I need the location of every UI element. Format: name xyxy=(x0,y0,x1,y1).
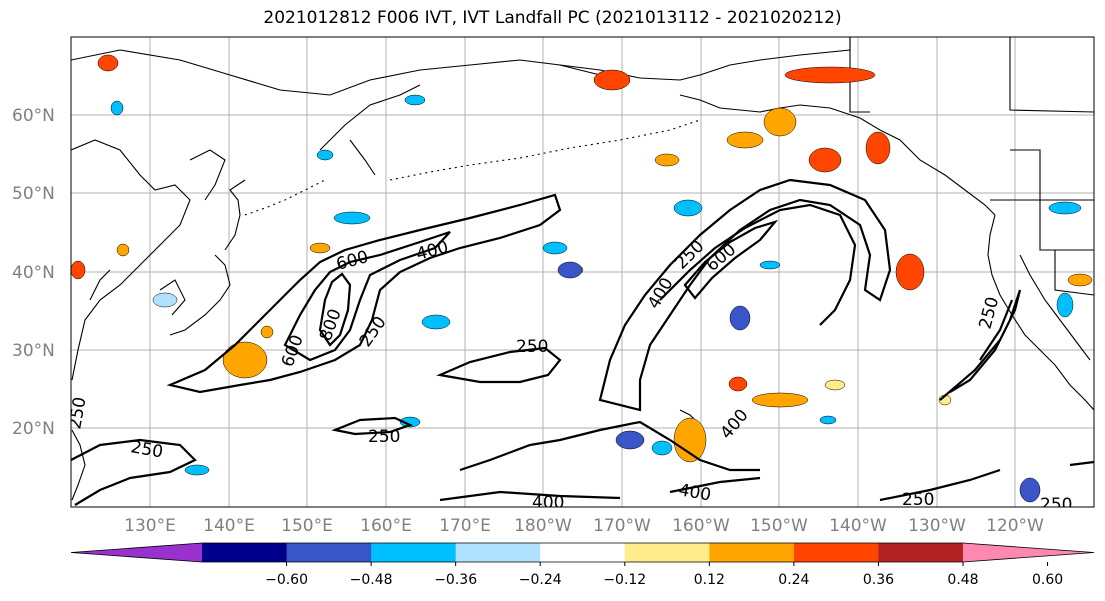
colorbar-swatch xyxy=(624,543,710,562)
colorbar-tick-label: 0.12 xyxy=(694,572,725,588)
lon-label: 150°E xyxy=(281,516,333,536)
colorbar-tick-label: −0.12 xyxy=(603,572,646,588)
colorbar-swatch xyxy=(540,543,626,562)
contour-label: 250 xyxy=(65,395,90,430)
colorbar-swatch xyxy=(455,543,541,562)
contour-label: 250 xyxy=(368,427,400,447)
longitude-labels: 130°E 140°E 150°E 160°E 170°E 180°W 170°… xyxy=(124,516,1044,536)
colorbar-swatch xyxy=(709,543,795,562)
lat-label: 50°N xyxy=(12,184,55,204)
colorbar-tick-label: 0.24 xyxy=(778,572,809,588)
map-title: 2021012812 F006 IVT, IVT Landfall PC (20… xyxy=(263,8,842,28)
colorbar-tick-label: −0.48 xyxy=(350,572,393,588)
colorbar-outline xyxy=(70,542,1095,563)
colorbar-tick-label: −0.36 xyxy=(434,572,477,588)
lat-label: 40°N xyxy=(12,263,55,283)
colorbar-swatch xyxy=(878,543,964,562)
lat-label: 30°N xyxy=(12,341,55,361)
colorbar-tick-label: 0.60 xyxy=(1032,572,1063,588)
colorbar-swatch xyxy=(793,543,879,562)
colorbar-swatch xyxy=(202,543,288,562)
lon-label: 140°W xyxy=(829,516,887,536)
contour-label: 400 xyxy=(532,493,564,513)
colorbar-extend-high xyxy=(963,543,1094,562)
coastlines xyxy=(71,37,1094,501)
colorbar-tick-label: −0.60 xyxy=(265,572,308,588)
lon-label: 120°W xyxy=(986,516,1044,536)
colorbar-swatch xyxy=(371,543,457,562)
lon-label: 180°W xyxy=(514,516,572,536)
contour-label: 250 xyxy=(516,337,548,357)
colorbar-swatch xyxy=(286,543,372,562)
ivt-anomaly-fill xyxy=(71,54,1093,503)
map-frame xyxy=(70,36,1095,508)
contour-label: 250 xyxy=(1040,495,1072,515)
lon-label: 130°W xyxy=(908,516,966,536)
colorbar: −0.60 −0.48 −0.36 −0.24 −0.12 0.12 0.24 0.36 0.4… xyxy=(70,542,1095,588)
lat-label: 20°N xyxy=(12,419,55,439)
lon-label: 150°W xyxy=(750,516,808,536)
colorbar-extend-low xyxy=(71,543,202,562)
colorbar-tick-label: −0.24 xyxy=(519,572,562,588)
colorbar-tick-label: 0.48 xyxy=(947,572,978,588)
lon-label: 140°E xyxy=(203,516,255,536)
colorbar-tick-label: 0.36 xyxy=(863,572,894,588)
ivt-contours xyxy=(71,178,1094,506)
lat-label: 60°N xyxy=(12,106,55,126)
lon-label: 130°E xyxy=(124,516,176,536)
latitude-labels: 20°N 30°N 40°N 50°N 60°N xyxy=(12,106,55,439)
lon-label: 160°W xyxy=(672,516,730,536)
lon-label: 160°E xyxy=(360,516,412,536)
contour-label: 250 xyxy=(902,490,934,510)
lon-label: 170°W xyxy=(593,516,651,536)
lon-label: 170°E xyxy=(439,516,491,536)
